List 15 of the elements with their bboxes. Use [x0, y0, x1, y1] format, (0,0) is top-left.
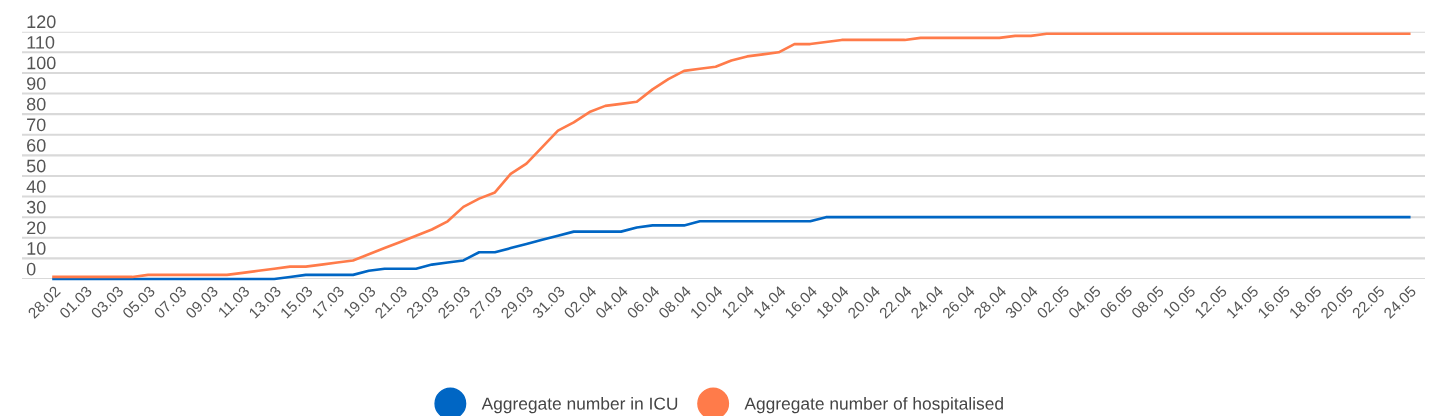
y-tick-label: 90 — [27, 77, 46, 90]
y-tick-label: 20 — [27, 221, 46, 235]
y-tick-label: 110 — [27, 35, 55, 49]
legend-label: Aggregate number of hospitalised — [744, 397, 1003, 414]
y-tick-label: 100 — [27, 56, 56, 70]
y-tick-label: 0 — [26, 262, 36, 276]
y-tick-label: 30 — [26, 200, 46, 214]
y-tick-label: 80 — [26, 97, 46, 111]
y-tick-label: 50 — [26, 159, 46, 173]
legend-label: Aggregate number in ICU — [481, 397, 678, 414]
y-tick-label: 70 — [27, 118, 46, 132]
y-tick-label: 40 — [26, 180, 46, 193]
y-tick-label: 120 — [27, 15, 56, 29]
y-tick-label: 60 — [27, 139, 46, 152]
y-tick-label: 10 — [27, 242, 46, 255]
